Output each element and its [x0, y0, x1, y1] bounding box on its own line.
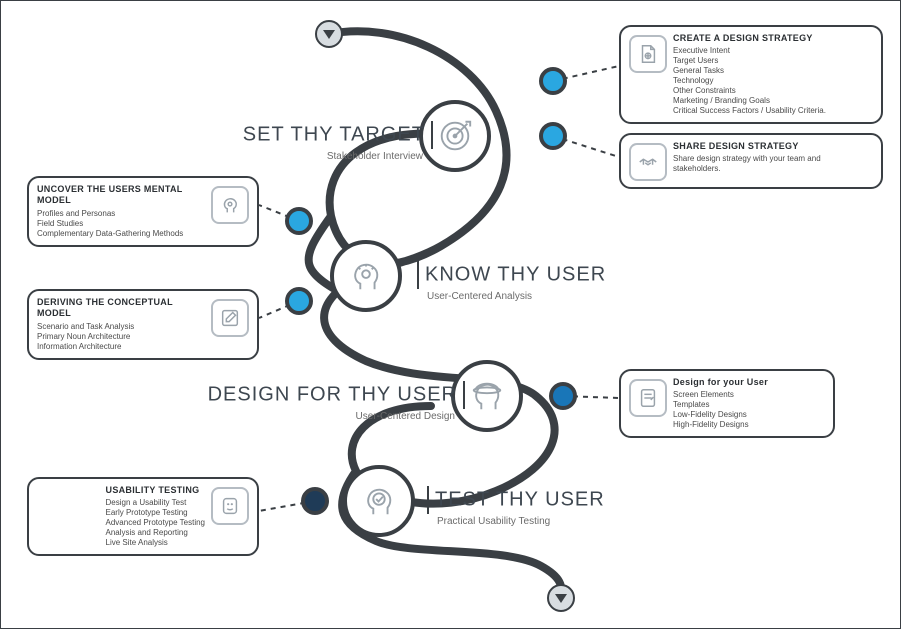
card-uncover: UNCOVER THE USERS MENTAL MODEL Profiles … [27, 176, 259, 247]
section-sec4: TEST THY USER Practical Usability Testin… [421, 486, 605, 527]
card-line: Executive Intent [673, 46, 826, 56]
branch-dot [539, 122, 567, 150]
card-line: Field Studies [37, 219, 205, 229]
branch-dot [285, 287, 313, 315]
section-sub: User-Centered Design [208, 411, 471, 422]
section-title: TEST THY USER [435, 488, 605, 510]
start-marker [315, 20, 343, 48]
card-line: Primary Noun Architecture [37, 332, 205, 342]
card-line: Low-Fidelity Designs [673, 410, 768, 420]
branch-dot [549, 382, 577, 410]
card-line: Complementary Data-Gathering Methods [37, 229, 205, 239]
card-title: CREATE A DESIGN STRATEGY [673, 33, 826, 44]
card-share: SHARE DESIGN STRATEGY Share design strat… [619, 133, 883, 189]
section-sub: Stakeholder Interview [243, 151, 439, 162]
section-sub: User-Centered Analysis [411, 291, 606, 302]
card-title: DERIVING THE CONCEPTUAL MODEL [37, 297, 205, 320]
section-sub: Practical Usability Testing [421, 516, 605, 527]
section-title: SET THY TARGET [243, 123, 425, 145]
card-line: Advanced Prototype Testing [106, 518, 205, 528]
card-line: Marketing / Branding Goals [673, 96, 826, 106]
profile-icon [211, 186, 249, 224]
card-title: USABILITY TESTING [106, 485, 205, 496]
shake-icon [629, 143, 667, 181]
section-sec3: DESIGN FOR THY USER User-Centered Design [208, 381, 471, 422]
card-create: CREATE A DESIGN STRATEGY Executive Inten… [619, 25, 883, 124]
card-title: Design for your User [673, 377, 768, 388]
card-line: Profiles and Personas [37, 209, 205, 219]
card-line: Information Architecture [37, 342, 205, 352]
end-marker [547, 584, 575, 612]
device-icon [629, 379, 667, 417]
branch-dot [301, 487, 329, 515]
card-line: General Tasks [673, 66, 826, 76]
card-title: SHARE DESIGN STRATEGY [673, 141, 821, 152]
card-line: Critical Success Factors / Usability Cri… [673, 106, 826, 116]
card-line: Design a Usability Test [106, 498, 205, 508]
branch-dot [539, 67, 567, 95]
hub-head [330, 240, 402, 312]
card-line: Analysis and Reporting [106, 528, 205, 538]
card-line: Scenario and Task Analysis [37, 322, 205, 332]
face-icon [211, 487, 249, 525]
card-line: Live Site Analysis [106, 538, 205, 548]
pencil-icon [211, 299, 249, 337]
card-line: Share design strategy with your team and [673, 154, 821, 164]
card-design: Design for your User Screen ElementsTemp… [619, 369, 835, 438]
card-title: UNCOVER THE USERS MENTAL MODEL [37, 184, 205, 207]
card-line: Target Users [673, 56, 826, 66]
card-line: High-Fidelity Designs [673, 420, 768, 430]
card-line: Early Prototype Testing [106, 508, 205, 518]
branch-dot [285, 207, 313, 235]
card-derive: DERIVING THE CONCEPTUAL MODEL Scenario a… [27, 289, 259, 360]
hub-check [343, 465, 415, 537]
section-sec2: KNOW THY USER User-Centered Analysis [411, 261, 606, 302]
section-title: KNOW THY USER [425, 263, 606, 285]
card-line: Screen Elements [673, 390, 768, 400]
section-sec1: SET THY TARGET Stakeholder Interview [243, 121, 439, 162]
card-line: stakeholders. [673, 164, 821, 174]
doc-icon [629, 35, 667, 73]
card-line: Other Constraints [673, 86, 826, 96]
card-line: Templates [673, 400, 768, 410]
card-line: Technology [673, 76, 826, 86]
card-testing: USABILITY TESTING Design a Usability Tes… [27, 477, 259, 556]
section-title: DESIGN FOR THY USER [208, 383, 457, 405]
